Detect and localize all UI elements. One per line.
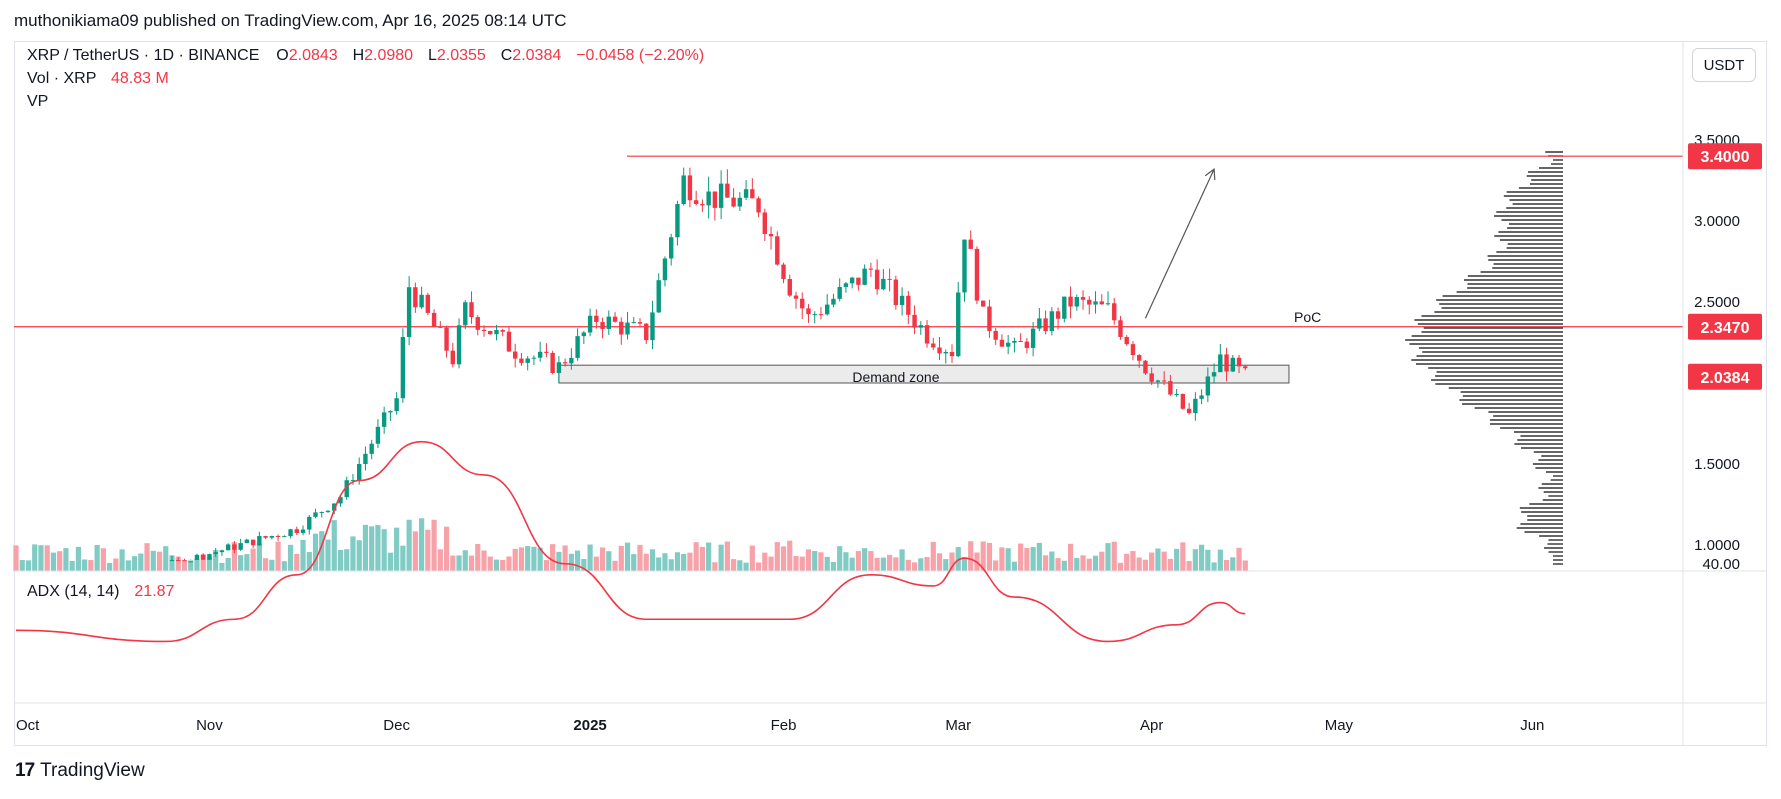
vp-legend: VP	[27, 93, 48, 111]
symbol-name[interactable]: XRP / TetherUS · 1D · BINANCE	[27, 47, 260, 64]
vp-label[interactable]: VP	[27, 93, 49, 110]
volume-value: 48.83 M	[110, 70, 169, 87]
close-label: C	[500, 47, 513, 64]
brand-name: TradingView	[40, 760, 145, 781]
tradingview-logo-icon: 17	[15, 760, 35, 781]
volume-legend: Vol · XRP 48.83 M	[27, 70, 169, 88]
adx-legend: ADX (14, 14) 21.87	[27, 583, 174, 601]
symbol-legend: XRP / TetherUS · 1D · BINANCE O2.0843 H2…	[27, 47, 704, 65]
publisher-line: muthonikiama09 published on TradingView.…	[14, 11, 567, 30]
change-value: −0.0458 (−2.20%)	[576, 47, 705, 64]
open-label: O	[276, 47, 289, 64]
low-label: L	[427, 47, 437, 64]
low-value: 2.0355	[436, 47, 486, 64]
currency-button[interactable]: USDT	[1692, 48, 1756, 82]
chart-frame	[14, 41, 1767, 746]
close-value: 2.0384	[512, 47, 562, 64]
volume-label[interactable]: Vol · XRP	[27, 70, 97, 87]
footer-brand[interactable]: 17 TradingView	[15, 760, 145, 782]
open-value: 2.0843	[288, 47, 338, 64]
high-value: 2.0980	[364, 47, 414, 64]
adx-value: 21.87	[134, 583, 175, 600]
high-label: H	[352, 47, 365, 64]
adx-label[interactable]: ADX (14, 14)	[27, 583, 120, 600]
